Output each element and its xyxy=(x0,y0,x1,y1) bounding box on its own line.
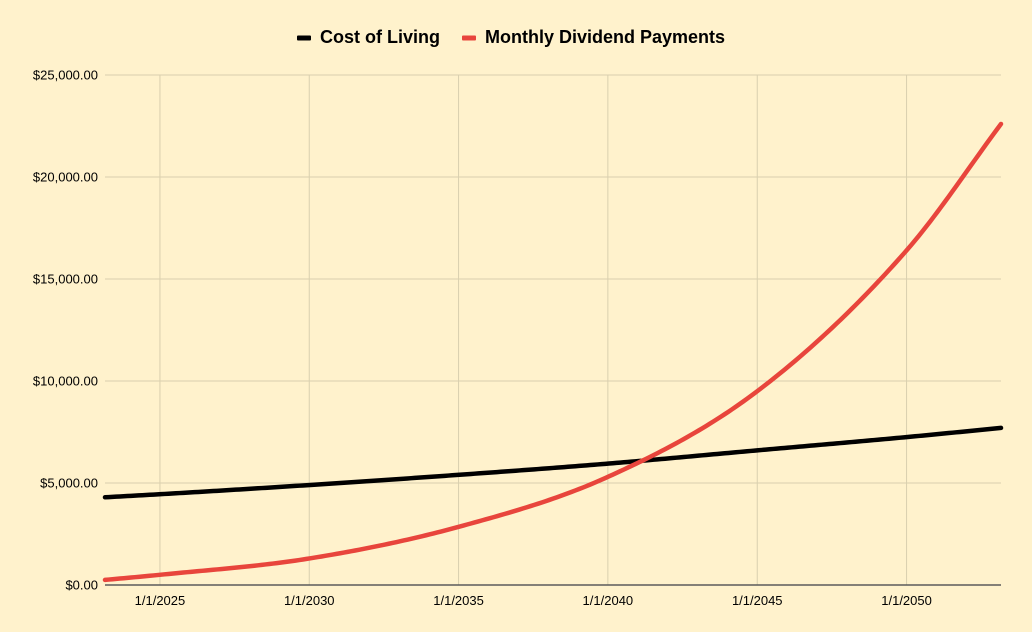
series-lines xyxy=(102,121,1004,583)
legend-swatch-cost-of-living xyxy=(297,35,311,41)
legend-item-monthly-dividend-payments: Monthly Dividend Payments xyxy=(462,27,725,47)
legend: Cost of Living Monthly Dividend Payments xyxy=(297,27,725,47)
legend-item-cost-of-living: Cost of Living xyxy=(297,27,440,47)
x-tick-label: 1/1/2040 xyxy=(583,593,634,608)
series-line-cost-of-living xyxy=(102,425,1004,500)
x-tick-label: 1/1/2035 xyxy=(433,593,484,608)
legend-label-monthly-dividend-payments: Monthly Dividend Payments xyxy=(485,27,725,47)
y-tick-label: $20,000.00 xyxy=(33,170,98,185)
x-tick-label: 1/1/2025 xyxy=(135,593,186,608)
y-tick-label: $25,000.00 xyxy=(33,68,98,83)
gridlines xyxy=(105,74,1001,585)
legend-label-cost-of-living: Cost of Living xyxy=(320,27,440,47)
y-tick-label: $10,000.00 xyxy=(33,374,98,389)
series-line-monthly-dividend-payments xyxy=(102,121,1004,583)
x-tick-label: 1/1/2030 xyxy=(284,593,335,608)
y-tick-label: $0.00 xyxy=(65,578,98,593)
y-tick-label: $15,000.00 xyxy=(33,272,98,287)
y-tick-label: $5,000.00 xyxy=(40,476,98,491)
axes: $0.00 $5,000.00 $10,000.00 $15,000.00 $20,00… xyxy=(33,68,1001,608)
x-tick-label: 1/1/2045 xyxy=(732,593,783,608)
legend-swatch-monthly-dividend-payments xyxy=(462,35,476,41)
x-tick-label: 1/1/2050 xyxy=(881,593,932,608)
